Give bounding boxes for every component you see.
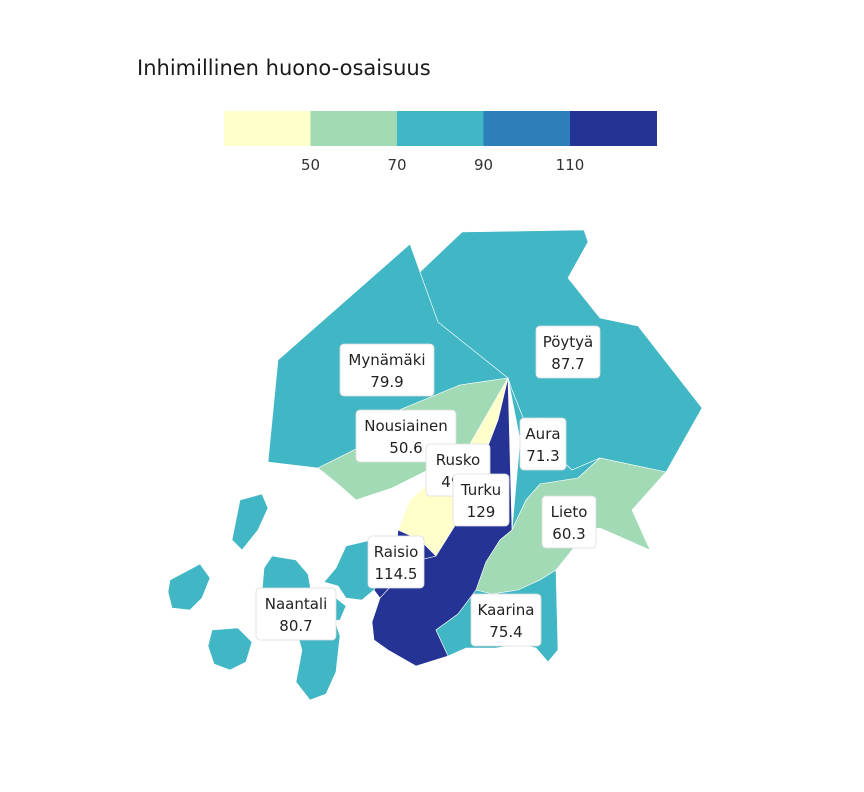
- legend-tick-label: 70: [387, 156, 406, 174]
- label-kaarina: Kaarina 75.4: [470, 593, 542, 647]
- region-value: 50.6: [389, 439, 422, 457]
- label-box: [339, 343, 435, 397]
- region-name: Rusko: [436, 451, 480, 469]
- region-value: 71.3: [526, 447, 559, 465]
- region-name: Pöytyä: [543, 333, 594, 351]
- label-aura: Aura 71.3: [519, 417, 567, 471]
- region-value: 60.3: [552, 525, 585, 543]
- map-title: Inhimillinen huono-osaisuus: [137, 56, 431, 80]
- label-turku: Turku 129: [452, 473, 510, 527]
- label-box: [535, 325, 601, 379]
- region-naantali-part-4: [207, 627, 253, 671]
- label-mynamaki: Mynämäki 79.9: [339, 343, 435, 397]
- label-box: [519, 417, 567, 471]
- label-box: [541, 495, 597, 549]
- region-labels: Mynämäki 79.9 Pöytyä 87.7 Nousiainen 50.6 Rusk…: [255, 325, 601, 647]
- legend-swatch-0: [224, 111, 311, 146]
- region-value: 79.9: [370, 373, 403, 391]
- label-box: [255, 587, 337, 641]
- label-raisio: Raisio 114.5: [367, 535, 425, 589]
- label-lieto: Lieto 60.3: [541, 495, 597, 549]
- region-name: Raisio: [374, 543, 419, 561]
- region-name: Turku: [460, 481, 501, 499]
- region-name: Naantali: [265, 595, 328, 613]
- legend-tick-label: 50: [301, 156, 320, 174]
- label-box: [452, 473, 510, 527]
- legend-swatch-3: [483, 111, 571, 146]
- region-value: 75.4: [489, 623, 522, 641]
- legend-swatch-4: [570, 111, 657, 146]
- legend-swatch-1: [310, 111, 398, 146]
- region-naantali-part-3: [167, 563, 211, 611]
- label-naantali: Naantali 80.7: [255, 587, 337, 641]
- label-box: [470, 593, 542, 647]
- region-name: Lieto: [551, 503, 588, 521]
- region-value: 80.7: [279, 617, 312, 635]
- legend-tick-label: 110: [556, 156, 585, 174]
- region-name: Nousiainen: [364, 417, 448, 435]
- label-box: [367, 535, 425, 589]
- region-name: Kaarina: [478, 601, 535, 619]
- region-name: Mynämäki: [348, 351, 425, 369]
- legend-swatch-2: [397, 111, 484, 146]
- region-name: Aura: [525, 425, 560, 443]
- region-naantali-part-1: [231, 493, 269, 551]
- region-value: 114.5: [375, 565, 418, 583]
- region-value: 87.7: [551, 355, 584, 373]
- label-poytya: Pöytyä 87.7: [535, 325, 601, 379]
- region-value: 129: [467, 503, 496, 521]
- color-legend: 50 70 90 110: [224, 111, 657, 174]
- legend-tick-label: 90: [474, 156, 493, 174]
